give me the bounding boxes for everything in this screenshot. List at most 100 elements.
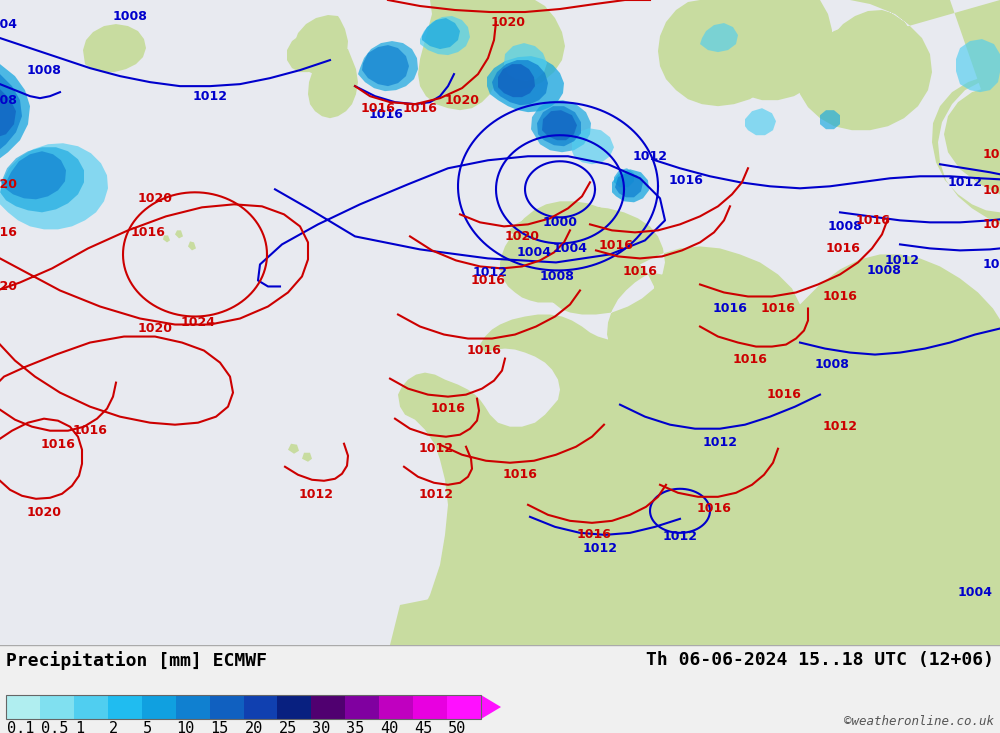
Text: 1012: 1012 xyxy=(473,266,508,279)
Polygon shape xyxy=(860,483,975,645)
Text: 1012: 1012 xyxy=(662,531,698,543)
Text: 1016: 1016 xyxy=(826,242,860,255)
Polygon shape xyxy=(0,64,30,158)
Polygon shape xyxy=(175,230,183,238)
Polygon shape xyxy=(418,0,498,110)
Polygon shape xyxy=(932,0,1000,224)
Bar xyxy=(244,695,277,719)
Polygon shape xyxy=(163,235,170,243)
Text: 1004: 1004 xyxy=(552,242,588,255)
Text: 1004: 1004 xyxy=(516,246,552,259)
Bar xyxy=(277,695,311,719)
Text: 1020: 1020 xyxy=(0,280,18,293)
Polygon shape xyxy=(390,202,1000,645)
Text: 1012: 1012 xyxy=(582,542,618,556)
Polygon shape xyxy=(797,0,1000,144)
Text: 1020: 1020 xyxy=(0,178,18,191)
Polygon shape xyxy=(487,56,564,112)
Text: 1016: 1016 xyxy=(983,184,1000,196)
Text: 1000: 1000 xyxy=(542,216,578,229)
Text: 1016: 1016 xyxy=(73,424,107,437)
Text: 1020: 1020 xyxy=(505,230,540,243)
Bar xyxy=(447,695,481,719)
Text: 1020: 1020 xyxy=(138,192,173,205)
Polygon shape xyxy=(0,143,108,229)
Text: 1016: 1016 xyxy=(713,302,747,315)
Polygon shape xyxy=(504,43,547,81)
Polygon shape xyxy=(440,0,544,86)
Polygon shape xyxy=(531,100,591,152)
Polygon shape xyxy=(878,507,950,645)
Text: 1008: 1008 xyxy=(983,218,1000,231)
Text: 30: 30 xyxy=(312,721,331,733)
Polygon shape xyxy=(537,106,581,147)
Bar xyxy=(142,695,176,719)
Text: 35: 35 xyxy=(346,721,365,733)
Polygon shape xyxy=(302,30,310,38)
Text: 1016: 1016 xyxy=(361,102,395,114)
Polygon shape xyxy=(288,443,299,454)
Text: 1020: 1020 xyxy=(26,507,62,519)
Polygon shape xyxy=(614,169,634,188)
Text: 1012: 1012 xyxy=(885,254,920,267)
Text: 10: 10 xyxy=(177,721,195,733)
Text: 1016: 1016 xyxy=(623,265,657,278)
Polygon shape xyxy=(956,39,1000,92)
Bar xyxy=(6,695,481,719)
Text: 1016: 1016 xyxy=(131,226,165,239)
Bar xyxy=(345,695,379,719)
Text: 1008: 1008 xyxy=(0,94,17,107)
Text: 1008: 1008 xyxy=(540,270,574,283)
Polygon shape xyxy=(308,47,358,118)
Polygon shape xyxy=(362,45,409,86)
Text: 1016: 1016 xyxy=(403,102,437,114)
Text: 1016: 1016 xyxy=(856,214,890,226)
Polygon shape xyxy=(83,24,146,72)
Text: 1012: 1012 xyxy=(418,488,454,501)
Polygon shape xyxy=(0,151,66,199)
Text: 1016: 1016 xyxy=(369,108,403,121)
Polygon shape xyxy=(0,74,22,150)
Text: 1008: 1008 xyxy=(113,10,147,23)
Text: 1016: 1016 xyxy=(983,148,1000,161)
Text: 20: 20 xyxy=(244,721,263,733)
Polygon shape xyxy=(188,241,196,251)
Text: 1016: 1016 xyxy=(733,353,767,366)
Text: 1012: 1012 xyxy=(702,436,738,449)
Text: 50: 50 xyxy=(448,721,466,733)
Bar xyxy=(108,695,142,719)
Polygon shape xyxy=(310,37,318,45)
Text: 45: 45 xyxy=(414,721,432,733)
Text: 1016: 1016 xyxy=(0,226,17,239)
Bar xyxy=(379,695,413,719)
Polygon shape xyxy=(0,0,1000,645)
Polygon shape xyxy=(358,41,418,91)
Text: 1016: 1016 xyxy=(41,438,75,452)
Bar xyxy=(74,695,108,719)
Text: Precipitation [mm] ECMWF: Precipitation [mm] ECMWF xyxy=(6,651,267,670)
Text: 1004: 1004 xyxy=(958,586,992,600)
Text: 1004: 1004 xyxy=(0,18,18,31)
Text: 0.5: 0.5 xyxy=(41,721,68,733)
Text: 1012: 1012 xyxy=(298,488,334,501)
Bar xyxy=(311,695,345,719)
Text: 1016: 1016 xyxy=(823,290,857,303)
Polygon shape xyxy=(498,64,535,97)
Polygon shape xyxy=(492,60,548,105)
Polygon shape xyxy=(0,147,84,213)
Text: 1024: 1024 xyxy=(180,316,216,329)
Polygon shape xyxy=(287,35,320,72)
Polygon shape xyxy=(612,169,649,202)
Polygon shape xyxy=(390,587,1000,645)
Text: 1012: 1012 xyxy=(192,89,228,103)
Polygon shape xyxy=(542,110,577,140)
Polygon shape xyxy=(481,695,501,719)
Text: 1020: 1020 xyxy=(490,15,526,29)
Text: 1016: 1016 xyxy=(669,174,703,187)
Text: 1012: 1012 xyxy=(418,442,454,455)
Text: 1016: 1016 xyxy=(471,274,505,287)
Text: 1016: 1016 xyxy=(599,239,633,252)
Polygon shape xyxy=(422,18,460,49)
Text: 1016: 1016 xyxy=(577,528,611,542)
Polygon shape xyxy=(485,42,538,91)
